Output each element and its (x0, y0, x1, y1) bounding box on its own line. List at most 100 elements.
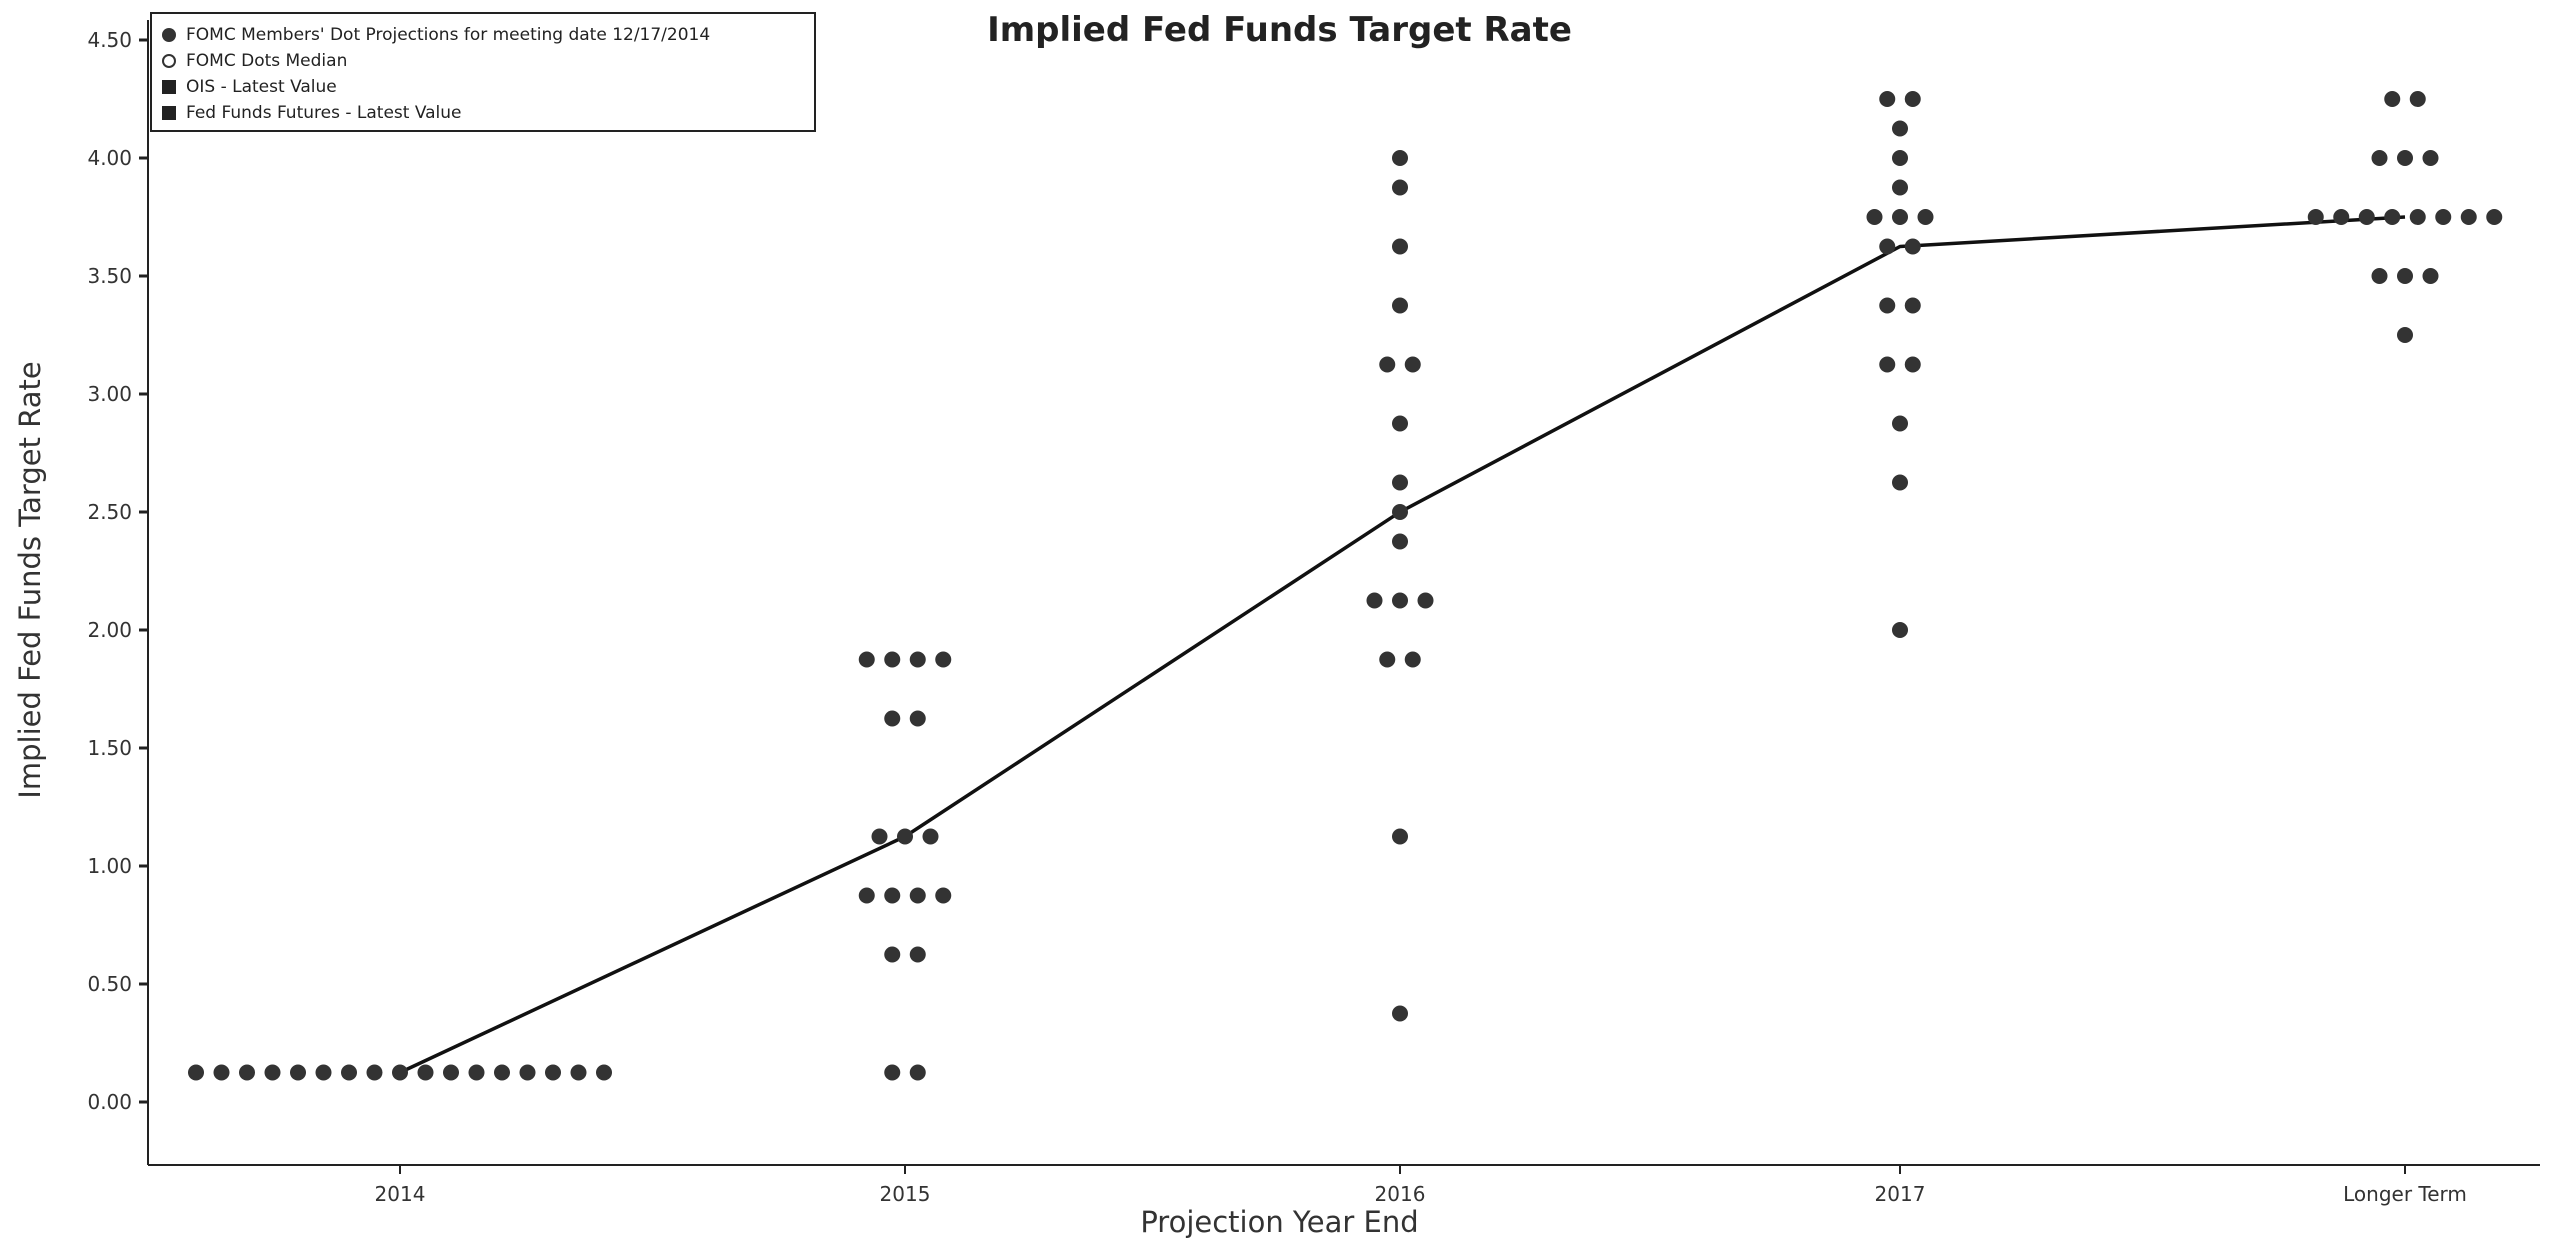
dot-projection-point (1417, 592, 1434, 609)
dot-projection-point (1392, 297, 1408, 314)
y-tick-label: 1.50 (87, 736, 132, 760)
dot-projection-point (884, 1064, 901, 1081)
y-tick-label: 0.50 (87, 972, 132, 996)
dot-projection-point (2307, 209, 2324, 225)
dot-projection-point (1892, 209, 1908, 225)
dot-projection-point (858, 887, 875, 904)
dot-projection-point (1892, 179, 1908, 196)
dot-projection-point (1879, 356, 1896, 373)
dot-projection-point (1892, 474, 1908, 491)
dot-projection-point (2422, 268, 2439, 284)
dot-projection-point (1904, 356, 1921, 373)
dot-projection-point (1392, 474, 1408, 491)
dot-projection-point (1392, 828, 1408, 845)
y-tick-label: 4.00 (87, 146, 132, 170)
dot-projection-point (239, 1064, 255, 1081)
x-tick-label: 2017 (1875, 1182, 1926, 1206)
dot-projection-point (1892, 622, 1908, 638)
dot-projection-point (1392, 415, 1408, 432)
dot-projection-point (315, 1064, 332, 1081)
dot-projection-point (909, 887, 926, 904)
open-circle-marker-icon (162, 54, 176, 68)
dot-projection-point (570, 1064, 587, 1081)
dot-projection-point (1379, 356, 1396, 373)
dot-projection-point (2397, 150, 2413, 166)
legend-item-dots-median: FOMC Dots Median (162, 48, 804, 74)
y-tick-label: 1.00 (87, 854, 132, 878)
dot-projection-point (213, 1064, 230, 1081)
y-tick-label: 2.00 (87, 618, 132, 642)
dot-projection-point (871, 828, 888, 845)
dot-projection-point (1892, 120, 1908, 137)
dot-projection-point (2397, 327, 2413, 343)
dot-projection-point (2384, 209, 2401, 225)
square-marker-icon (162, 80, 176, 94)
dot-projection-point (1366, 592, 1383, 609)
dot-projection-point (1904, 91, 1921, 107)
dot-projection-point (2371, 150, 2388, 166)
dot-projection-point (417, 1064, 434, 1081)
dot-projection-point (1879, 238, 1896, 255)
dot-projection-point (884, 946, 901, 963)
legend-label: FOMC Members' Dot Projections for meetin… (186, 25, 711, 45)
dot-projection-point (366, 1064, 383, 1081)
dot-projection-point (1404, 651, 1421, 668)
dot-projection-point (1879, 297, 1896, 314)
legend-label: OIS - Latest Value (186, 77, 337, 97)
y-tick-label: 3.50 (87, 264, 132, 288)
dot-projection-point (909, 1064, 926, 1081)
dot-projection-point (1392, 150, 1408, 166)
legend-item-dot-projections: FOMC Members' Dot Projections for meetin… (162, 22, 804, 48)
dot-projection-point (2422, 150, 2439, 166)
x-tick-label: 2014 (375, 1182, 426, 1206)
dot-projection-point (545, 1064, 561, 1081)
dot-projection-point (2409, 91, 2426, 107)
dot-projection-point (1392, 592, 1408, 609)
dot-projection-point (1392, 533, 1408, 550)
median-line (399, 215, 2406, 1075)
dot-projection-point (884, 887, 901, 904)
y-tick-label: 3.00 (87, 382, 132, 406)
x-tick-label: 2016 (1375, 1182, 1426, 1206)
dot-projection-point (1866, 209, 1883, 225)
x-tick-label: 2015 (880, 1182, 931, 1206)
legend-item-ois: OIS - Latest Value (162, 74, 804, 100)
legend-item-fed-funds-futures: Fed Funds Futures - Latest Value (162, 100, 804, 126)
legend-label: FOMC Dots Median (186, 51, 348, 71)
dot-projection-point (392, 1064, 408, 1081)
dot-projection-point (494, 1064, 510, 1081)
dot-projection-point (2333, 209, 2350, 225)
dot-projection-point (1879, 91, 1896, 107)
dot-projection-point (884, 710, 901, 727)
dot-projection-point (1904, 297, 1921, 314)
x-axis-label: Projection Year End (1140, 1205, 1419, 1239)
y-axis-label: Implied Fed Funds Target Rate (13, 361, 47, 799)
dot-projection-point (909, 710, 926, 727)
dot-projection-point (1892, 415, 1908, 432)
dot-projection-point (1892, 150, 1908, 166)
dot-projection-point (2486, 209, 2503, 225)
dot-projection-point (922, 828, 939, 845)
filled-circle-marker-icon (162, 28, 176, 42)
square-marker-icon (162, 106, 176, 120)
dot-projection-point (341, 1064, 357, 1081)
y-tick-label: 4.50 (87, 28, 132, 52)
chart-title: Implied Fed Funds Target Rate (987, 10, 1572, 50)
dot-projection-point (935, 887, 952, 904)
dot-projection-point (2409, 209, 2426, 225)
dot-projection-point (2435, 209, 2452, 225)
dot-projection-point (188, 1064, 204, 1081)
legend-label: Fed Funds Futures - Latest Value (186, 103, 462, 123)
dot-projection-point (264, 1064, 281, 1081)
dot-projection-point (909, 946, 926, 963)
dot-projection-point (596, 1064, 612, 1081)
dot-projection-point (1917, 209, 1934, 225)
dot-projection-point (2358, 209, 2375, 225)
chart-legend: FOMC Members' Dot Projections for meetin… (150, 12, 816, 132)
x-tick-label: Longer Term (2343, 1182, 2467, 1206)
dot-projection-point (935, 651, 952, 668)
dot-projection-point (858, 651, 875, 668)
dot-projection-point (1392, 504, 1408, 520)
dot-projection-point (909, 651, 926, 668)
